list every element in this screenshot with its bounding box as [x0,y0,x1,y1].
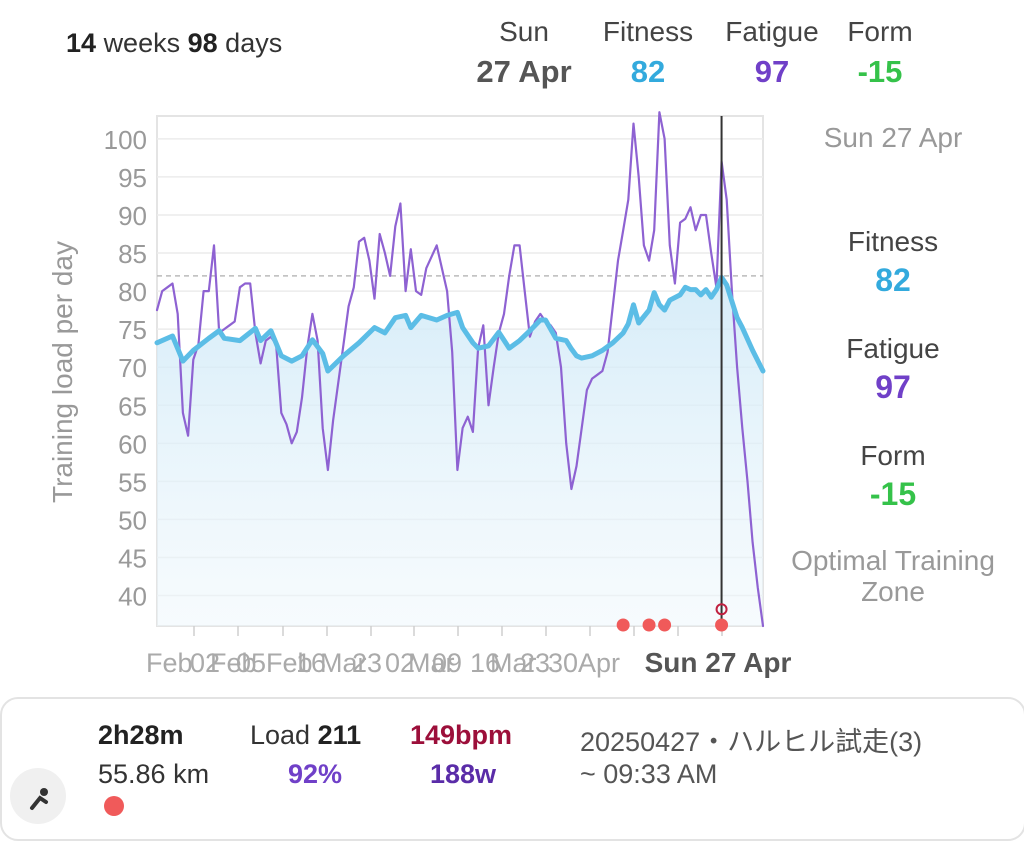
y-tick-label: 90 [118,201,147,231]
x-tick-label: Mar [490,648,537,678]
x-tick-label: 16 [470,648,500,678]
activity-time: ~ 09:33 AM [580,759,718,789]
header-form-value: -15 [857,54,903,89]
cursor-marker [715,603,728,616]
y-axis-label: Training load per day [47,241,78,503]
side-fatigue-label: Fatigue [846,333,940,364]
header-date-value: 27 Apr [476,54,572,89]
side-date: Sun 27 Apr [823,122,963,153]
x-tick-label: Feb [266,648,313,678]
activity-dot[interactable] [616,618,630,632]
activity-dot[interactable] [642,618,656,632]
optimal-training-zone-label: Optimal Training Zone [791,545,995,607]
header-fatigue-label: Fatigue [725,16,819,47]
y-tick-label: 65 [118,391,147,421]
bike-icon [10,768,66,824]
y-tick-label: 55 [118,467,147,497]
activity-load-percent: 92% [288,759,343,789]
activity-dot[interactable] [715,618,729,632]
y-tick-label: 85 [118,239,147,269]
y-tick-label: 45 [118,543,147,573]
y-tick-label: 60 [118,429,147,459]
selected-date-label: Sun 27 Apr [645,647,792,678]
y-tick-label: 80 [118,277,147,307]
header-fitness-label: Fitness [602,16,694,47]
days-word: days [225,28,283,58]
y-tick-label: 50 [118,505,147,535]
header-fatigue: Fatigue 97 [712,16,832,90]
x-tick-label: 16 [296,648,326,678]
x-tick-label: 30 [548,648,578,678]
side-fitness-label: Fitness [847,226,939,257]
x-tick-label: 02 [190,648,220,678]
days-count: 98 [187,28,218,58]
side-form-label: Form [860,440,926,471]
activity-duration: 2h28m [98,720,184,750]
y-tick-label: 40 [118,582,147,612]
activity-dot[interactable] [658,618,672,632]
x-tick-label: Feb [146,648,193,678]
activity-marker-icon [104,796,124,816]
x-tick-label: 23 [520,648,550,678]
activity-load-value: 211 [317,720,362,750]
weeks-count: 14 [66,28,97,58]
y-tick-label: 95 [118,163,147,193]
side-fitness: Fitness 82 [790,226,996,299]
activity-heart-rate: 149bpm [410,720,513,750]
header-fitness-value: 82 [630,54,666,89]
period-summary: 14 weeks 98 days [66,28,282,59]
weeks-word: weeks [103,28,181,58]
activity-name[interactable]: 20250427・ハルヒル試走(3) [580,727,923,757]
header-date: Sun 27 Apr [462,16,586,90]
x-tick-label: 05 [236,648,266,678]
side-form-value: -15 [869,476,917,512]
header-fitness: Fitness 82 [592,16,704,90]
y-tick-label: 100 [104,125,147,155]
x-tick-label: Apr [578,648,620,678]
fitness-line [154,274,766,374]
x-tick-label: 02 [385,648,415,678]
side-fatigue: Fatigue 97 [790,333,996,406]
x-tick-label: 23 [352,648,382,678]
x-tick-label: Mar [320,648,367,678]
header-form-label: Form [847,16,913,47]
activity-load-label: Load [250,720,311,750]
side-form: Form -15 [790,440,996,513]
activity-distance: 55.86 km [98,759,210,789]
x-tick-label: Mar [408,648,455,678]
y-tick-label: 70 [118,353,147,383]
x-tick-label: Feb [210,648,257,678]
fatigue-line [155,111,765,628]
header-form: Form -15 [830,16,930,90]
y-tick-label: 75 [118,315,147,345]
x-tick-label: 09 [432,648,462,678]
activity-load: Load 211 [250,720,361,751]
header-day: Sun [499,16,549,47]
activity-power: 188w [430,759,497,789]
side-fitness-value: 82 [875,262,911,298]
header-fatigue-value: 97 [754,54,790,89]
side-fatigue-value: 97 [875,369,911,405]
